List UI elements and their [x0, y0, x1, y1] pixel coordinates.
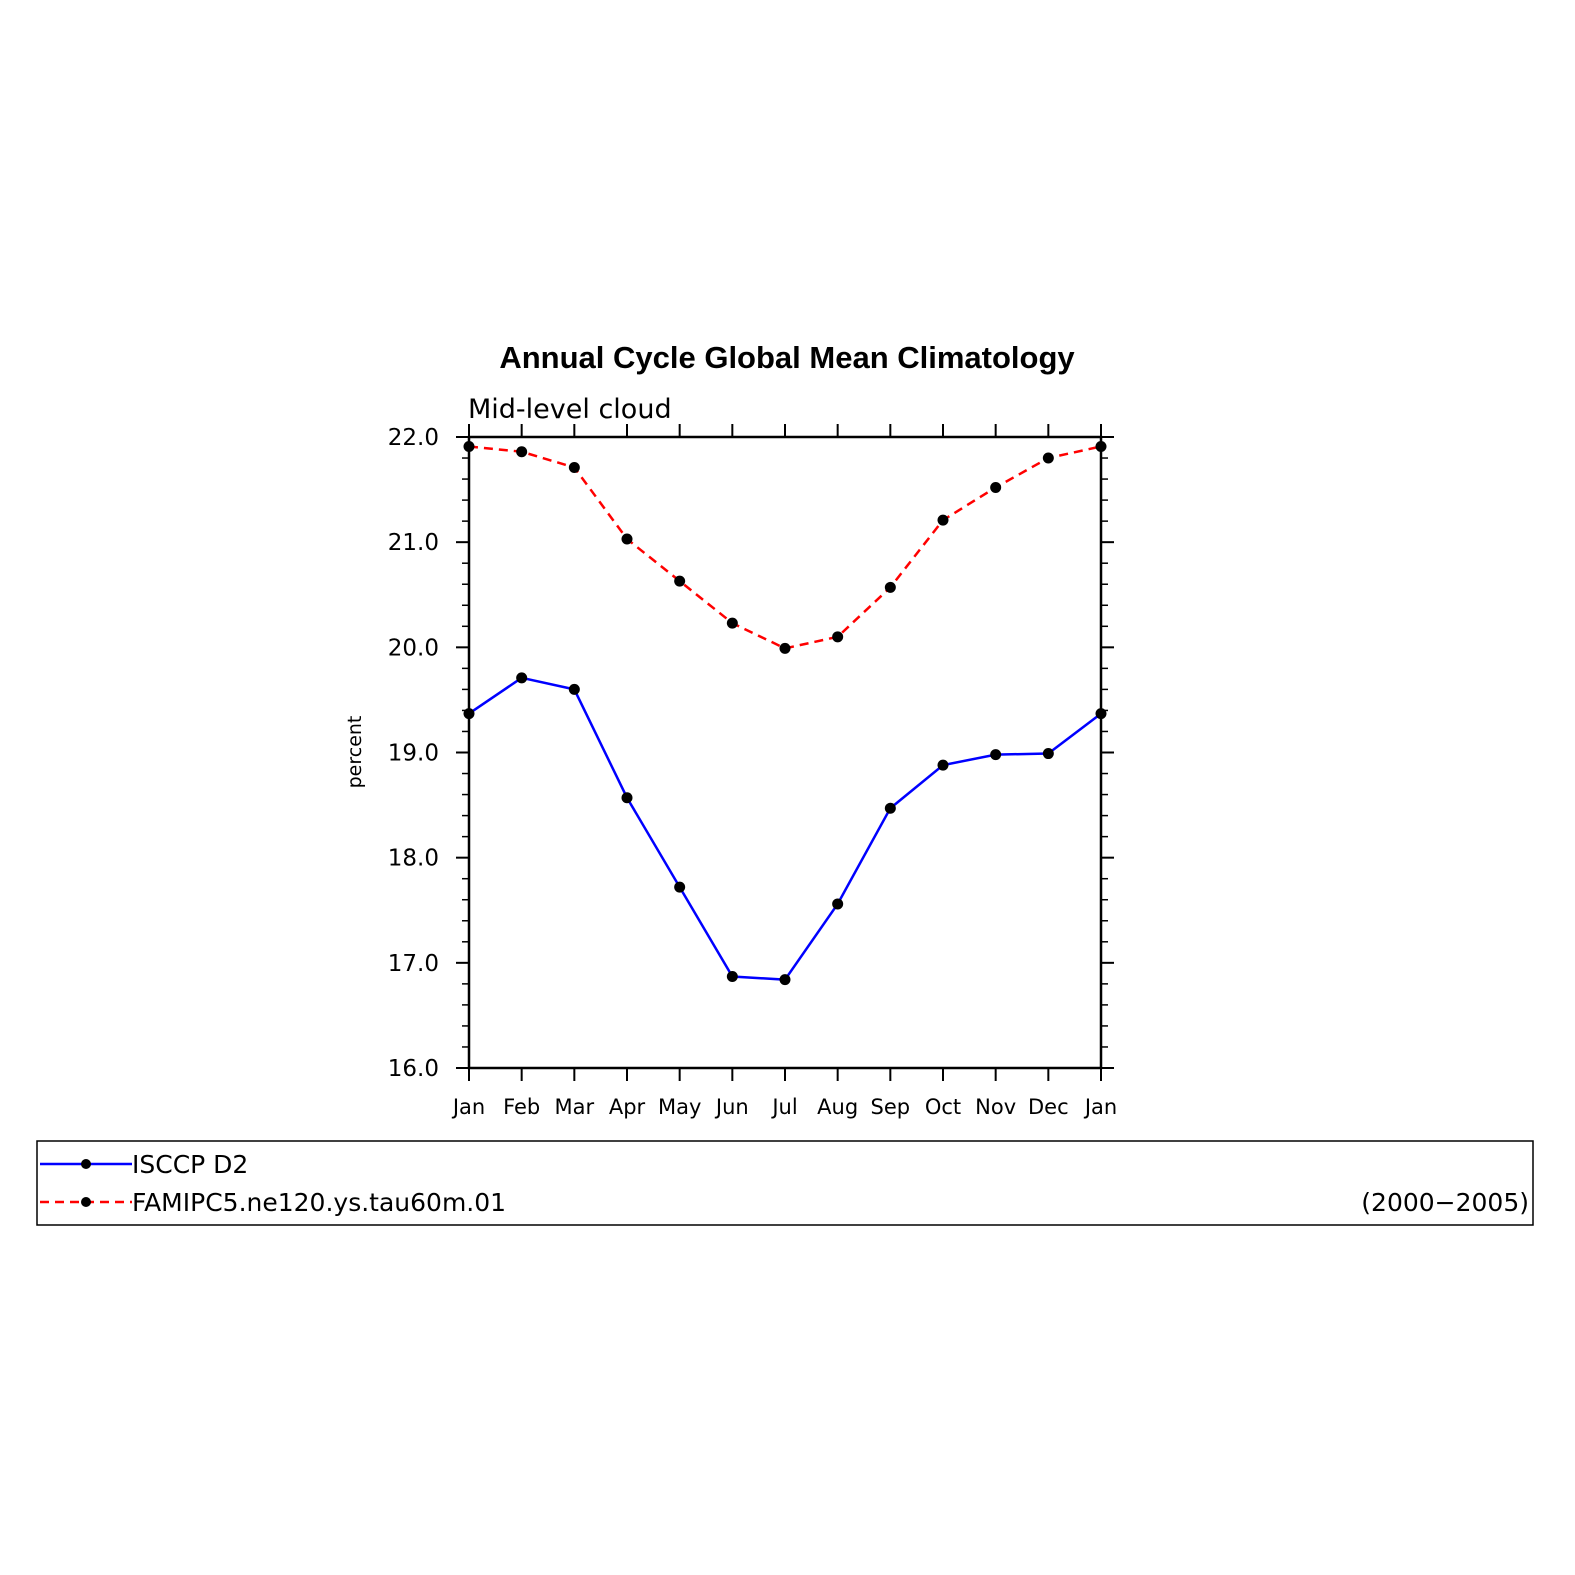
y-tick-label: 21.0 [388, 530, 439, 556]
x-tick-label: Jun [714, 1095, 749, 1119]
data-point-s1-4 [674, 575, 686, 587]
data-point-s1-5 [726, 617, 738, 629]
x-tick-label: Feb [503, 1095, 540, 1119]
data-point-s1-0 [463, 440, 475, 452]
data-point-s1-2 [568, 461, 580, 473]
data-point-s0-0 [463, 708, 475, 720]
y-tick-label: 19.0 [388, 741, 439, 767]
data-point-s0-3 [621, 792, 633, 804]
series-layer [463, 440, 1107, 986]
x-tick-label: Dec [1028, 1095, 1069, 1119]
x-tick-label: Mar [555, 1095, 595, 1119]
data-point-s1-10 [990, 481, 1002, 493]
legend: ISCCP D2 FAMIPC5.ne120.ys.tau60m.01 (200… [36, 1140, 1534, 1226]
data-point-s0-11 [1042, 748, 1054, 760]
chart-subtitle: Mid-level cloud [468, 394, 672, 425]
legend-marker-isccp [81, 1159, 91, 1169]
data-point-s1-3 [621, 533, 633, 545]
x-tick-label: Sep [871, 1095, 911, 1119]
series-line-0 [468, 676, 1102, 981]
data-point-s0-5 [726, 971, 738, 983]
data-point-s1-6 [779, 642, 791, 654]
x-tick-label: Jan [451, 1095, 485, 1119]
data-point-s0-9 [937, 759, 949, 771]
data-point-s0-8 [884, 802, 896, 814]
legend-box [36, 1140, 1534, 1226]
legend-period: (2000−2005) [1361, 1188, 1529, 1217]
x-tick-label: Jul [770, 1095, 797, 1119]
data-point-s1-11 [1042, 452, 1054, 464]
chart-title: Annual Cycle Global Mean Climatology [499, 340, 1075, 375]
x-tick-label: Oct [925, 1095, 961, 1119]
axes: Jan Feb Mar Apr May Jun Jul Aug Sep Oct Nov Dec Jan 1… [388, 424, 1117, 1119]
y-tick-label: 17.0 [388, 951, 439, 977]
data-point-s1-12 [1095, 440, 1107, 452]
x-tick-label: Apr [609, 1095, 646, 1119]
y-axis-label: percent [344, 716, 366, 789]
data-point-s0-10 [990, 749, 1002, 761]
x-tick-label: Jan [1083, 1095, 1117, 1119]
data-point-s1-7 [832, 631, 844, 643]
data-point-s0-7 [832, 898, 844, 910]
y-tick-label: 18.0 [388, 846, 439, 872]
data-point-s0-4 [674, 881, 686, 893]
data-point-s0-1 [516, 672, 528, 684]
plot-frame [467, 435, 1103, 1070]
data-point-s1-9 [937, 514, 949, 526]
y-tick-label: 16.0 [388, 1056, 439, 1082]
data-point-s0-12 [1095, 708, 1107, 720]
data-point-s1-1 [516, 446, 528, 458]
legend-marker-famipc5 [81, 1197, 91, 1207]
x-tick-label: May [658, 1095, 701, 1119]
data-point-s0-6 [779, 974, 791, 986]
y-tick-label: 20.0 [388, 635, 439, 661]
y-tick-label: 22.0 [388, 425, 439, 451]
legend-label-isccp: ISCCP D2 [132, 1150, 248, 1179]
data-point-s1-8 [884, 581, 896, 593]
data-point-s0-2 [568, 683, 580, 695]
series-line-1 [468, 445, 1102, 650]
legend-label-famipc5: FAMIPC5.ne120.ys.tau60m.01 [132, 1188, 506, 1217]
x-tick-label: Nov [975, 1095, 1016, 1119]
x-tick-label: Aug [817, 1095, 858, 1119]
